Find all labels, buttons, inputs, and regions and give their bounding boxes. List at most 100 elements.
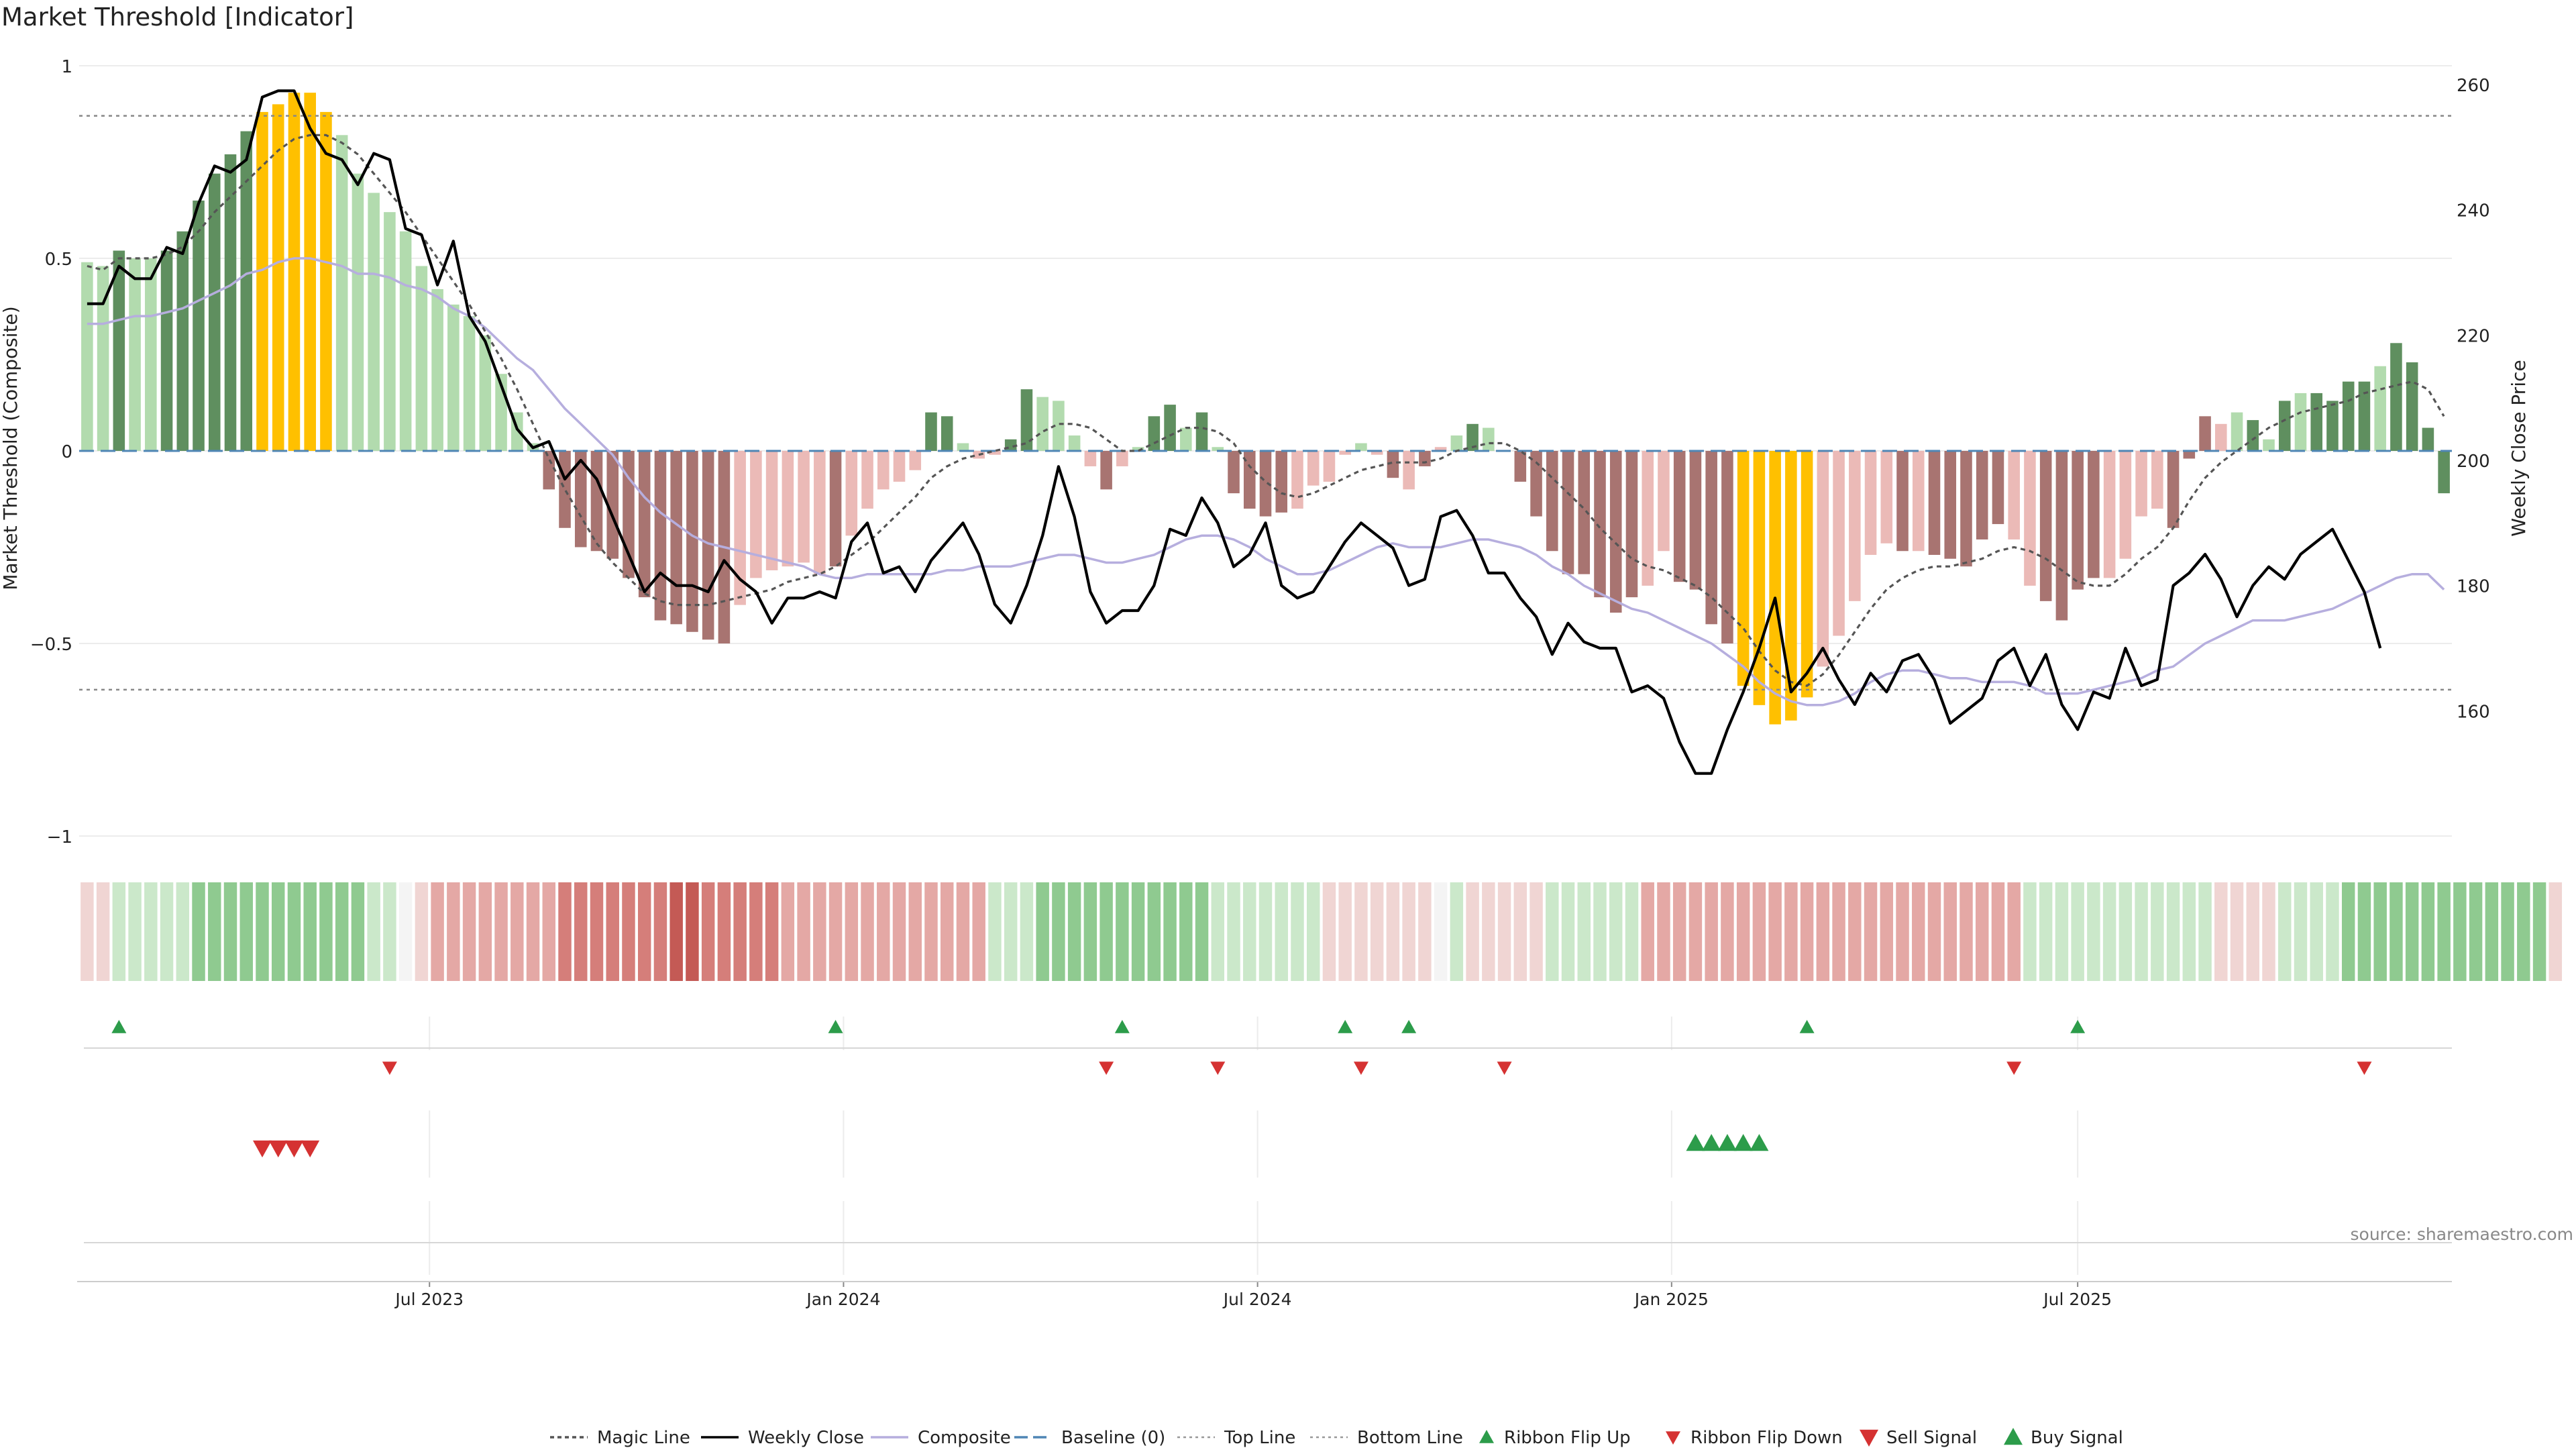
ribbon-cell [558,882,572,981]
composite-bar [606,451,619,559]
ribbon-cell [2135,882,2148,981]
composite-bar [447,304,460,451]
composite-bar [1928,451,1941,555]
ribbon-cell [1291,882,1304,981]
ribbon-cell [2071,882,2084,981]
composite-bar [1960,451,1972,567]
ribbon-cell [1736,882,1750,981]
composite-bar [2135,451,2147,517]
ribbon-cell [797,882,810,981]
ribbon-cell [1243,882,1256,981]
y-left-tick-label: −1 [47,827,72,847]
ribbon-flip-up-marker [1338,1020,1353,1033]
legend-item: Magic Line [550,1428,690,1448]
composite-bar [893,451,906,482]
composite-bar [1530,451,1542,517]
ribbon-cell [1896,882,1909,981]
ribbon-cell [335,882,349,981]
ribbon-cell [574,882,588,981]
ribbon-cell [653,882,667,981]
legend-label: Ribbon Flip Down [1690,1428,1843,1448]
ribbon-cell [861,882,874,981]
ribbon-cell [1721,882,1734,981]
ribbon-cell [2055,882,2069,981]
ribbon-cell [2118,882,2133,981]
ribbon-cell [956,882,970,981]
composite-bar [2167,451,2180,528]
composite-bar [384,212,396,451]
composite-bar [1403,451,1415,490]
ribbon-cell [1354,882,1368,981]
composite-bar [2310,393,2323,451]
composite-bar [1195,412,1208,451]
legend-label: Top Line [1224,1428,1295,1448]
weekly-close-line [87,89,2382,775]
ribbon-cell [2341,882,2355,981]
ribbon-cell [924,882,938,981]
ribbon-cell [112,882,126,981]
ribbon-cell [941,882,954,981]
composite-bar [2278,401,2291,451]
composite-bar [1833,451,1845,636]
ribbon-cell [1370,882,1384,981]
composite-bar [1880,451,1893,543]
ribbon-cell [2421,882,2435,981]
composite-bar [1307,451,1320,486]
legend-item: Composite [871,1428,1011,1448]
ribbon-cell [1195,882,1209,981]
ribbon-cell [2151,882,2164,981]
composite-bar [399,231,412,451]
ribbon-cell [2262,882,2275,981]
legend-label: Ribbon Flip Up [1504,1428,1631,1448]
ribbon-cell [2453,882,2467,981]
ribbon-cell [637,882,651,981]
composite-bar [368,193,380,451]
ribbon-cell [813,882,826,981]
ribbon-cell [1752,882,1766,981]
ribbon-cell [542,882,556,981]
composite-bar [81,262,93,451]
composite-bar [224,154,237,451]
ribbon-cell [351,882,365,981]
ribbon-cell [1529,882,1543,981]
composite-bar [782,451,794,567]
composite-bar [734,451,746,605]
composite-bar [1546,451,1558,552]
reference-lines [79,115,2452,691]
composite-bar [415,266,428,451]
buy-signal-marker [1702,1134,1721,1151]
y-left-tick-label: 0 [61,442,72,462]
composite-bar [2263,439,2275,451]
composite-bar [2055,451,2068,621]
legend-swatch [1479,1430,1494,1443]
composite-bar [1912,451,1925,552]
composite-bar [1020,389,1033,451]
ribbon-cell [1688,882,1703,981]
composite-bar [2215,423,2227,451]
y-right-tick-label: 160 [2457,702,2490,722]
ribbon-cell [2023,882,2037,981]
ribbon-cell [2182,882,2196,981]
y-right-tick-label: 180 [2457,577,2490,597]
ribbon-cell [2548,882,2563,981]
composite-bar [2151,451,2163,509]
ribbon-cell [2278,882,2292,981]
ribbon-cell [1577,882,1591,981]
composite-bar [1180,427,1192,451]
y-axis-label-right: Weekly Close Price [2508,360,2530,536]
ribbon-cell [1322,882,1336,981]
ribbon-cell [892,882,906,981]
legend-item: Ribbon Flip Down [1666,1428,1843,1448]
composite-bar [2088,451,2100,578]
ribbon-cell [1561,882,1575,981]
ribbon-cell [431,882,444,981]
ribbon-flip-down-marker [2006,1061,2022,1075]
composite-bar [1817,451,1829,667]
x-tick-label: Jul 2025 [2042,1290,2112,1309]
ribbon-flip-up-marker [2070,1020,2086,1033]
ribbon-flip-down-marker [1210,1061,1226,1075]
y-right-tick-label: 260 [2457,76,2490,96]
composite-bar [814,451,826,574]
composite-bar [1243,451,1256,509]
composite-bar [877,451,890,490]
